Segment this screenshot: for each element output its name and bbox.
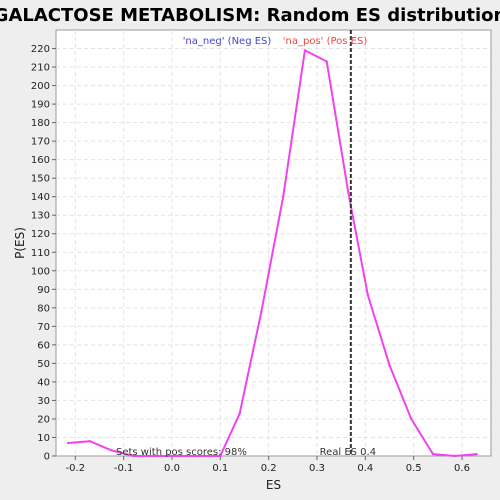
y-tick-label: 120 — [31, 229, 50, 240]
data-point — [453, 454, 456, 458]
y-tick-label: 70 — [37, 322, 50, 333]
x-axis: -0.2 -0.1 0.0 0.1 0.2 0.3 0.4 0.5 0.6 — [66, 456, 470, 474]
x-tick-label: -0.2 — [66, 463, 86, 474]
y-tick-label: 160 — [31, 155, 50, 166]
data-point — [110, 449, 113, 452]
data-point — [281, 195, 285, 198]
x-tick-label: 0.3 — [309, 463, 325, 474]
x-tick-label: 0.2 — [261, 463, 277, 474]
y-tick-label: 60 — [37, 340, 50, 351]
y-tick-label: 0 — [44, 452, 50, 463]
series-line — [68, 49, 477, 457]
x-axis-label: ES — [266, 478, 281, 492]
grid — [56, 30, 491, 456]
neg-es-label: 'na_neg' (Neg ES) — [183, 36, 272, 47]
data-point — [303, 49, 307, 52]
y-tick-label: 30 — [37, 396, 50, 407]
data-point — [431, 452, 435, 456]
y-tick-label: 200 — [31, 81, 50, 92]
pos-es-label: 'na_pos' (Pos ES) — [283, 36, 368, 47]
y-tick-label: 130 — [31, 211, 50, 222]
y-tick-label: 140 — [31, 192, 50, 203]
data-point — [410, 417, 413, 421]
y-tick-label: 40 — [37, 377, 50, 388]
y-tick-label: 20 — [37, 414, 50, 425]
y-tick-label: 110 — [31, 248, 50, 259]
chart-title: GALACTOSE METABOLISM: Random ES distribu… — [0, 5, 500, 26]
x-tick-label: 0.6 — [454, 463, 470, 474]
data-point — [66, 441, 70, 445]
y-tick-label: 50 — [37, 359, 50, 370]
y-axis: 0 10 20 30 40 50 60 70 80 90 100 110 120 130 140 150 160… — [31, 44, 56, 463]
data-point — [175, 454, 179, 458]
y-tick-label: 180 — [31, 118, 50, 129]
series-points — [66, 49, 478, 458]
y-tick-label: 90 — [37, 285, 50, 296]
x-tick-label: 0.5 — [406, 463, 422, 474]
data-point — [153, 454, 157, 458]
data-point — [347, 191, 350, 195]
data-point — [388, 364, 391, 367]
data-point — [197, 454, 200, 458]
data-point — [475, 452, 478, 456]
y-tick-label: 170 — [31, 137, 50, 148]
data-point — [219, 454, 222, 458]
x-tick-label: -0.1 — [114, 463, 134, 474]
y-tick-label: 190 — [31, 100, 50, 111]
data-point — [238, 412, 241, 415]
pos-scores-label: Sets with pos scores: 98% — [116, 447, 247, 458]
real-es-label: Real ES 0.4 — [320, 447, 376, 458]
x-tick-label: 0.4 — [357, 463, 373, 474]
y-tick-label: 10 — [37, 433, 50, 444]
data-point — [88, 439, 92, 443]
y-axis-label: P(ES) — [13, 227, 27, 259]
y-tick-label: 150 — [31, 174, 50, 185]
data-point — [325, 60, 328, 63]
y-tick-label: 220 — [31, 44, 50, 55]
y-tick-label: 80 — [37, 303, 50, 314]
y-tick-label: 100 — [31, 266, 50, 277]
data-point — [132, 454, 135, 458]
x-tick-label: 0.0 — [164, 463, 180, 474]
data-point — [260, 310, 263, 313]
y-tick-label: 210 — [31, 63, 50, 74]
data-point — [366, 293, 369, 297]
x-tick-label: 0.1 — [212, 463, 228, 474]
